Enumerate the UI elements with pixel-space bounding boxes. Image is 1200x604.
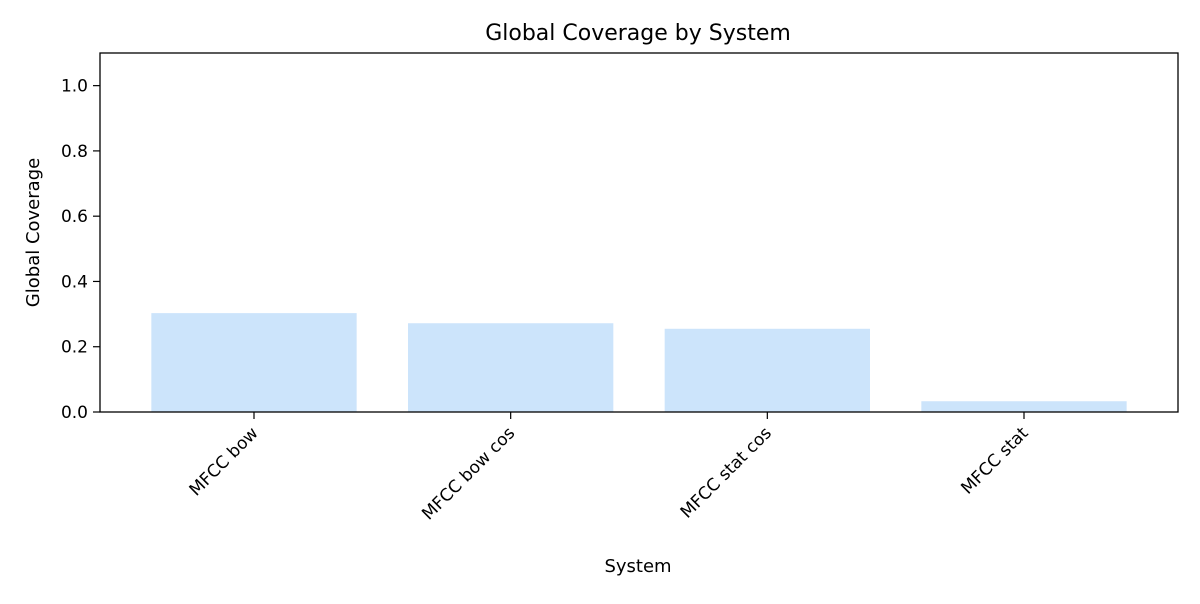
x-tick-label: MFCC bow [186,423,263,500]
bar-mfcc-stat-cos [664,328,870,412]
x-tick-label: MFCC bow cos [418,423,519,524]
plot-frame [99,52,1179,413]
y-tick-label: 1.0 [61,77,88,97]
bar-mfcc-bow [151,313,357,412]
bars-layer [151,313,1127,412]
y-tick-label: 0.8 [61,142,88,162]
x-tick-label: MFCC stat [957,423,1032,498]
y-axis-ticks: 0.0 0.2 0.4 0.6 0.8 1.0 [61,77,100,423]
y-tick-label: 0.4 [61,272,88,292]
chart-title: Global Coverage by System [485,21,791,46]
y-tick-label: 0.6 [61,207,88,227]
x-axis-ticks: MFCC bow MFCC bow cos MFCC stat cos MFCC st… [186,412,1033,524]
bar-mfcc-bow-cos [408,323,614,412]
y-axis-label: Global Coverage [23,158,44,307]
x-axis-label: System [604,556,671,577]
y-tick-label: 0.0 [61,403,88,423]
bar-mfcc-stat [921,401,1127,412]
x-tick-label: MFCC stat cos [677,423,776,522]
y-tick-label: 0.2 [61,338,88,358]
